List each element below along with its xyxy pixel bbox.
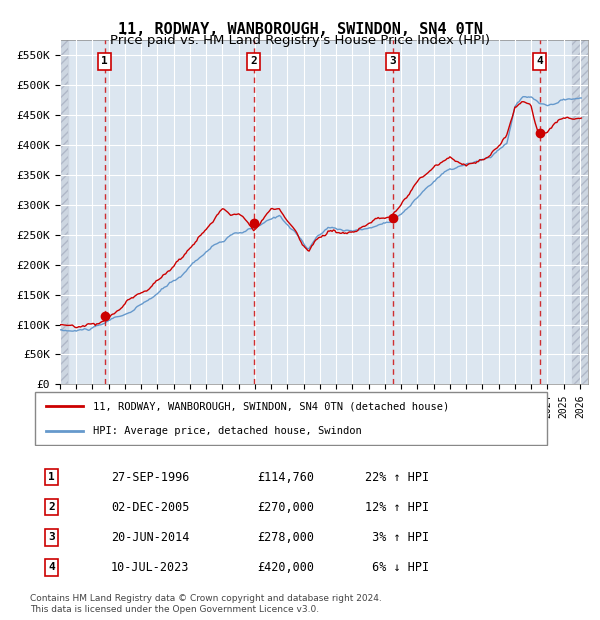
Text: 3: 3 <box>389 56 396 66</box>
Text: 4: 4 <box>536 56 543 66</box>
Bar <box>572 40 588 384</box>
Bar <box>60 40 68 384</box>
Text: 27-SEP-1996: 27-SEP-1996 <box>111 471 190 484</box>
Bar <box>572 25 588 384</box>
Text: HPI: Average price, detached house, Swindon: HPI: Average price, detached house, Swin… <box>94 426 362 436</box>
Text: 11, RODWAY, WANBOROUGH, SWINDON, SN4 0TN (detached house): 11, RODWAY, WANBOROUGH, SWINDON, SN4 0TN… <box>94 401 449 411</box>
Text: 1: 1 <box>101 56 108 66</box>
Text: 1: 1 <box>48 472 55 482</box>
Text: 3: 3 <box>48 532 55 542</box>
Text: 22% ↑ HPI: 22% ↑ HPI <box>365 471 429 484</box>
Text: 2: 2 <box>250 56 257 66</box>
Text: 4: 4 <box>48 562 55 572</box>
Text: 3% ↑ HPI: 3% ↑ HPI <box>365 531 429 544</box>
Text: £270,000: £270,000 <box>257 501 314 513</box>
Text: 6% ↓ HPI: 6% ↓ HPI <box>365 560 429 574</box>
FancyBboxPatch shape <box>35 392 547 445</box>
Text: Contains HM Land Registry data © Crown copyright and database right 2024.
This d: Contains HM Land Registry data © Crown c… <box>30 595 382 614</box>
Text: £420,000: £420,000 <box>257 560 314 574</box>
Text: 20-JUN-2014: 20-JUN-2014 <box>111 531 190 544</box>
Text: 10-JUL-2023: 10-JUL-2023 <box>111 560 190 574</box>
Text: 2: 2 <box>48 502 55 512</box>
Text: Price paid vs. HM Land Registry's House Price Index (HPI): Price paid vs. HM Land Registry's House … <box>110 34 490 47</box>
Bar <box>60 25 68 384</box>
Text: £114,760: £114,760 <box>257 471 314 484</box>
Text: 02-DEC-2005: 02-DEC-2005 <box>111 501 190 513</box>
Text: 12% ↑ HPI: 12% ↑ HPI <box>365 501 429 513</box>
Text: £278,000: £278,000 <box>257 531 314 544</box>
Text: 11, RODWAY, WANBOROUGH, SWINDON, SN4 0TN: 11, RODWAY, WANBOROUGH, SWINDON, SN4 0TN <box>118 22 482 37</box>
